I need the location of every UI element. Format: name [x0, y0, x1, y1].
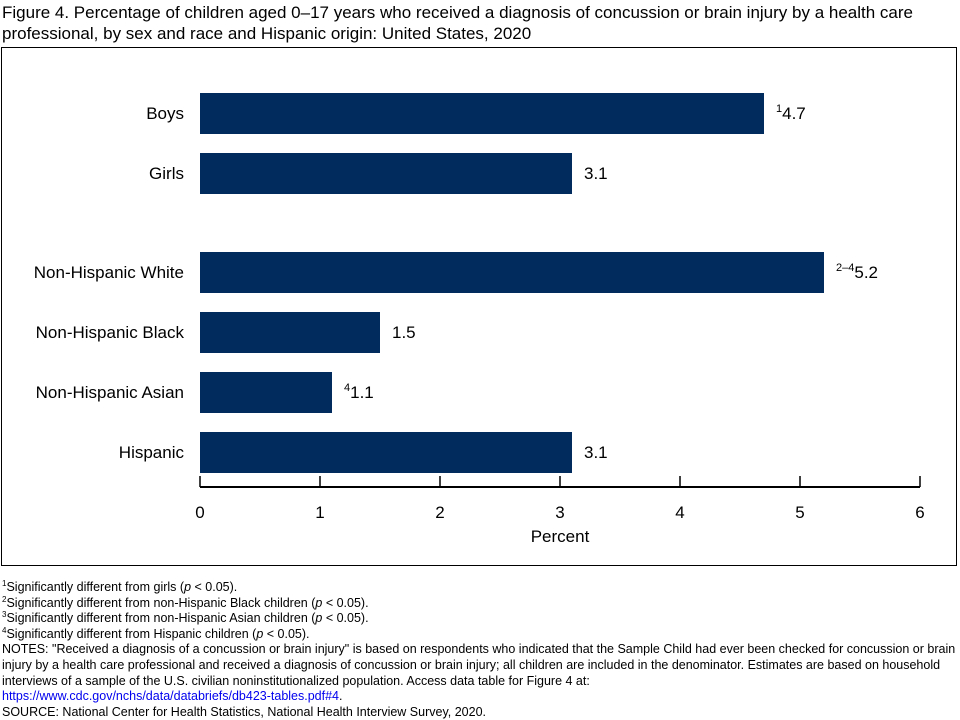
value: 5.2 — [854, 263, 878, 282]
footnote: 4Significantly different from Hispanic c… — [2, 625, 960, 643]
superscript: 4 — [344, 382, 350, 394]
bar — [200, 252, 824, 293]
x-axis-label: Percent — [531, 527, 590, 546]
category-label: Non-Hispanic Black — [36, 323, 185, 342]
footnote-p: p — [184, 580, 192, 594]
footnote-text: Significantly different from non-Hispani… — [6, 595, 316, 610]
footnote-text-end: < 0.05). — [263, 626, 310, 641]
footnote: 3Significantly different from non-Hispan… — [2, 611, 960, 627]
value: 1.5 — [392, 323, 416, 342]
footnote-p: p — [315, 611, 323, 626]
value-label: 14.7 — [776, 103, 806, 123]
bar — [200, 312, 380, 353]
value: 3.1 — [584, 164, 608, 183]
chart-frame — [1, 47, 957, 566]
x-tick-label: 4 — [675, 503, 684, 522]
footnote-mark: 1 — [2, 579, 7, 588]
superscript: 2–4 — [836, 262, 854, 274]
footnote-text: Significantly different from non-Hispani… — [6, 611, 316, 626]
x-tick-label: 1 — [315, 503, 324, 522]
x-tick-label: 2 — [435, 503, 444, 522]
category-label: Boys — [146, 104, 184, 123]
category-label: Non-Hispanic Asian — [36, 383, 184, 402]
footnote-text: Significantly different from Hispanic ch… — [6, 626, 257, 641]
category-label: Hispanic — [119, 443, 185, 462]
source-text: SOURCE: National Center for Health Stati… — [2, 704, 487, 719]
notes-text: NOTES: "Received a diagnosis of a concus… — [2, 642, 956, 688]
footnote-mark: 4 — [2, 625, 7, 635]
footnote: 2Significantly different from non-Hispan… — [2, 594, 960, 612]
x-tick-label: 6 — [915, 503, 924, 522]
x-tick-label: 0 — [195, 503, 204, 522]
footnote-text: Significantly different from girls ( — [6, 580, 185, 594]
footnote-p: p — [315, 595, 323, 610]
bar — [200, 372, 332, 413]
category-label: Non-Hispanic White — [34, 263, 184, 282]
value-label: 3.1 — [584, 443, 608, 462]
bar — [200, 153, 572, 194]
value-label: 2–45.2 — [836, 262, 878, 282]
x-tick-label: 5 — [795, 503, 804, 522]
footnotes: 1Significantly different from girls (p <… — [2, 580, 960, 642]
bar — [200, 93, 764, 134]
footnote-p: p — [256, 626, 264, 641]
footnote-mark: 3 — [2, 610, 7, 620]
x-tick-label: 3 — [555, 503, 564, 522]
value: 1.1 — [350, 383, 374, 402]
superscript: 1 — [776, 103, 782, 115]
value-label: 1.5 — [392, 323, 416, 342]
link-line: https://www.cdc.gov/nchs/data/databriefs… — [2, 689, 960, 705]
link-suffix: . — [339, 689, 343, 704]
footnote-text-end: < 0.05). — [322, 595, 369, 610]
value-label: 3.1 — [584, 164, 608, 183]
footnote-mark: 2 — [2, 594, 7, 604]
value: 4.7 — [782, 104, 806, 123]
notes-section: 1Significantly different from girls (p <… — [2, 580, 960, 720]
data-table-link[interactable]: https://www.cdc.gov/nchs/data/databriefs… — [2, 689, 340, 704]
footnote-text-end: < 0.05). — [322, 611, 369, 626]
category-label: Girls — [149, 164, 184, 183]
chart-title: Figure 4. Percentage of children aged 0–… — [2, 3, 913, 43]
footnote-text-end: < 0.05). — [191, 580, 238, 594]
bar — [200, 432, 572, 473]
footnote: 1Significantly different from girls (p <… — [2, 580, 960, 596]
value-label: 41.1 — [344, 382, 374, 402]
value: 3.1 — [584, 443, 608, 462]
